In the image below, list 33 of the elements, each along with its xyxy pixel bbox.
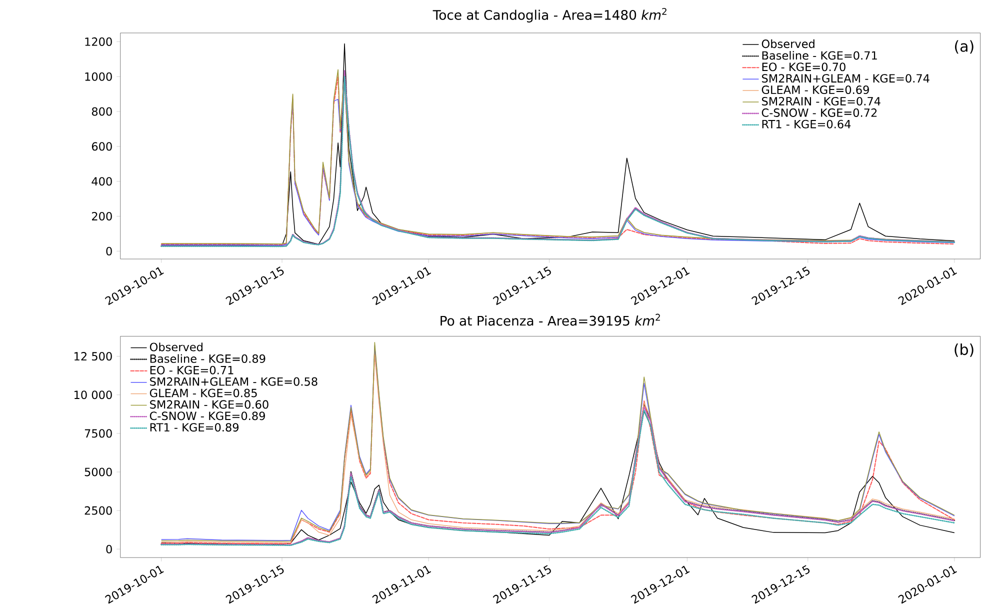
y-tick-label: 800 — [92, 107, 112, 116]
chart-title: Po at Piacenza - Area=39195 km$^{2}$ — [440, 314, 660, 326]
y-tick-label: 7500 — [84, 429, 112, 438]
y-tick-label: 10 000 — [74, 390, 112, 400]
y-tick-label: 600 — [92, 142, 112, 151]
annotation: (a) — [955, 40, 974, 54]
legend-label: GLEAM - KGE=0.69 — [762, 86, 869, 94]
y-tick-label: 1000 — [85, 72, 112, 81]
annotation: (b) — [954, 343, 974, 357]
y-tick-label: 12 500 — [74, 352, 112, 361]
legend-label: C-SNOW - KGE=0.89 — [150, 412, 265, 420]
y-tick-label: 5000 — [84, 468, 112, 476]
legend-label: EO - KGE=0.71 — [150, 366, 234, 374]
legend-label: Observed — [762, 39, 814, 48]
legend-label: RT1 - KGE=0.64 — [762, 120, 851, 128]
y-tick-label: 0 — [106, 246, 112, 256]
y-tick-label: 400 — [92, 177, 112, 186]
legend-label: Observed — [150, 342, 202, 352]
legend-label: EO - KGE=0.70 — [762, 62, 846, 72]
y-tick-label: 0 — [106, 544, 112, 554]
legend-label: Baseline - KGE=0.71 — [762, 50, 877, 60]
legend-label: RT1 - KGE=0.89 — [150, 423, 239, 432]
legend-label: SM2RAIN+GLEAM - KGE=0.74 — [762, 74, 930, 83]
y-tick-label: 1200 — [85, 37, 112, 46]
y-tick-label: 2500 — [84, 506, 112, 515]
legend-label: SM2RAIN+GLEAM - KGE=0.58 — [150, 377, 318, 386]
legend-label: SM2RAIN - KGE=0.74 — [762, 96, 880, 106]
legend-label: SM2RAIN - KGE=0.60 — [150, 400, 268, 409]
legend-label: Baseline - KGE=0.89 — [150, 354, 266, 363]
legend-label: GLEAM - KGE=0.85 — [150, 388, 257, 398]
legend-label: C-SNOW - KGE=0.72 — [762, 108, 877, 117]
chart-title: Toce at Candoglia - Area=1480 km$^{2}$ — [432, 8, 666, 22]
y-tick-label: 200 — [92, 212, 112, 220]
